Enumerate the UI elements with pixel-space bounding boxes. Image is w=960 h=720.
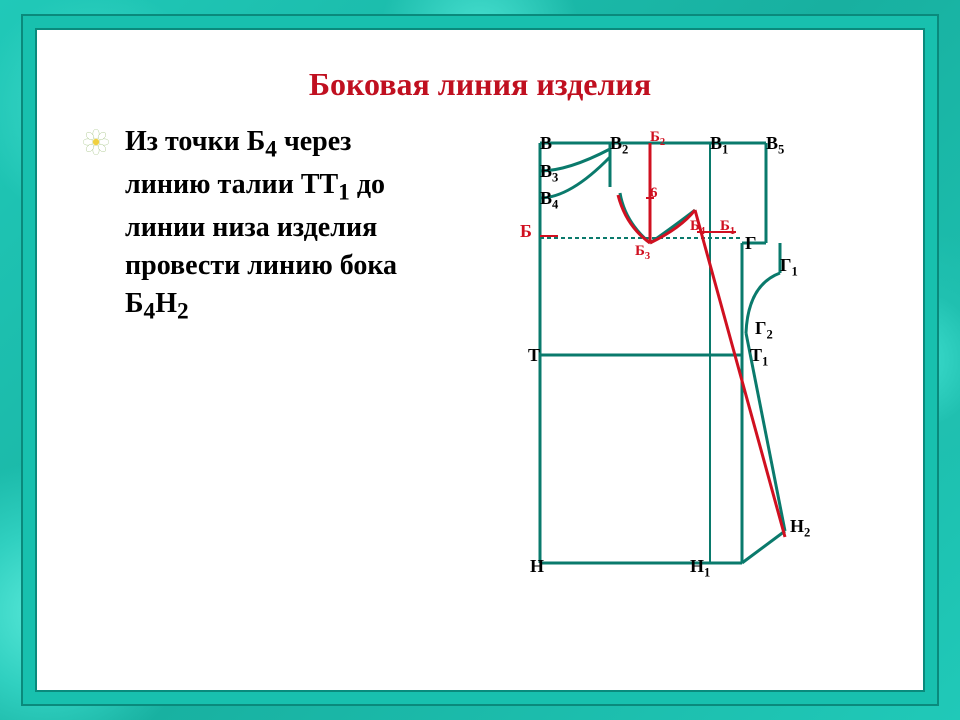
point-label-H2: Н2 [790,516,810,541]
pattern-diagram: В В2 Б2 В1 В5 В3В4 6 Б Б4 Б1 Г Б3 Г1 Г2 Т Т1 Н2 Н Н1 [480,123,840,603]
point-label-V4: В4 [540,188,558,213]
point-label-B4: Б4 [690,218,705,237]
flower-bullet-icon [83,129,109,155]
point-label-G2: Г2 [755,318,773,343]
point-label-G1: Г1 [780,255,798,280]
point-label-B: Б [520,221,532,242]
point-label-H1: Н1 [690,556,710,581]
point-label-B3: Б3 [635,243,650,262]
point-label-V: В [540,133,552,154]
point-label-H: Н [530,556,544,577]
point-label-V3: В3 [540,161,558,186]
slide-content: Боковая линия изделия [43,36,917,684]
diagram-column: В В2 Б2 В1 В5 В3В4 6 Б Б4 Б1 Г Б3 Г1 Г2 Т Т1 Н2 Н Н1 [443,123,877,603]
point-label-T1: Т1 [750,345,768,370]
body-row: Из точки Б4 через линию талии ТТ1 до лин… [83,123,877,603]
point-label-six: 6 [650,185,658,202]
point-label-T: Т [528,345,540,366]
text-column: Из точки Б4 через линию талии ТТ1 до лин… [83,123,443,603]
point-label-B2: Б2 [650,129,665,148]
point-label-V2: В2 [610,133,628,158]
point-label-V5: В5 [766,133,784,158]
instruction-text: Из точки Б4 через линию талии ТТ1 до лин… [125,123,425,328]
point-label-B1: Б1 [720,218,735,237]
point-label-V1: В1 [710,133,728,158]
point-label-G: Г [745,233,756,254]
slide-frame: Боковая линия изделия [35,28,925,692]
page-title: Боковая линия изделия [83,66,877,103]
